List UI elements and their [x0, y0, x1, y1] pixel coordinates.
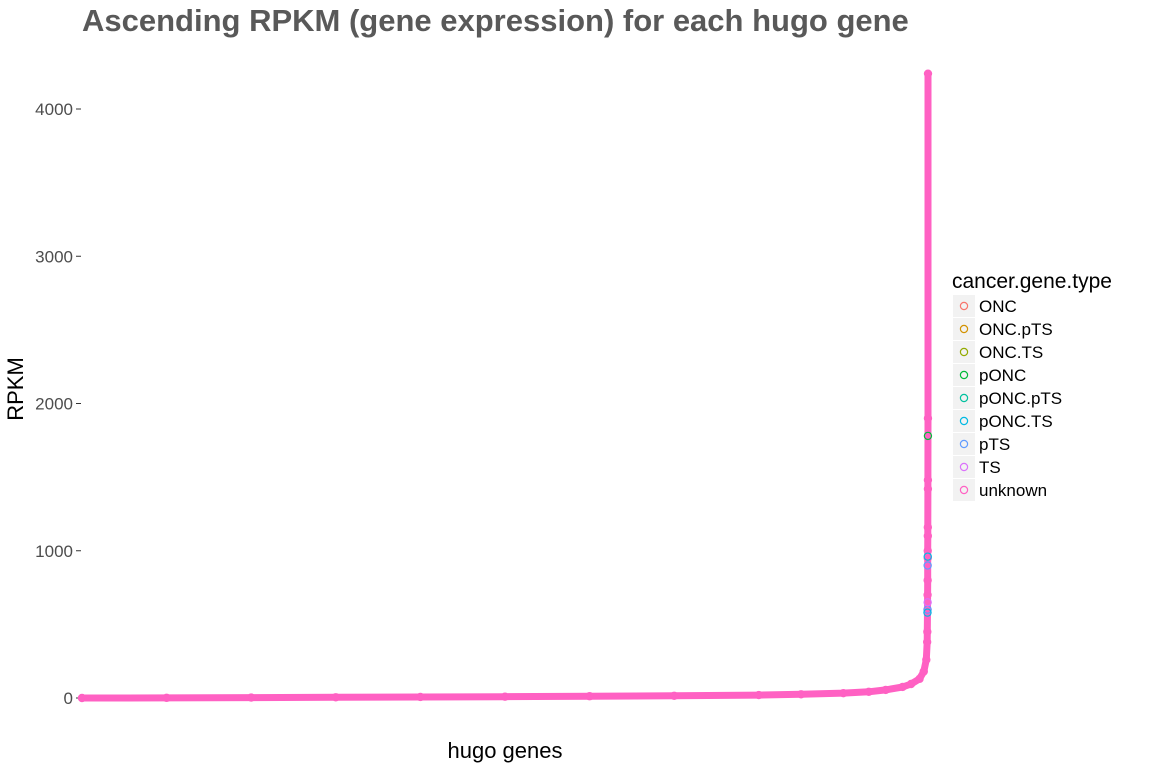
data-point-ponc-ts — [923, 608, 932, 617]
data-point-unknown — [839, 688, 848, 698]
data-points — [77, 69, 933, 703]
legend-label: ONC.TS — [979, 343, 1043, 362]
data-point-ponc-ts — [923, 552, 932, 561]
data-point-unknown — [922, 655, 931, 664]
data-point-unknown — [923, 522, 933, 532]
legend-key — [953, 456, 975, 478]
data-point-unknown — [906, 679, 916, 689]
data-point-unknown — [922, 637, 932, 647]
data-point-unknown — [416, 692, 425, 702]
legend-symbol-icon — [959, 370, 969, 380]
legend-item-ts: TS — [953, 456, 1001, 478]
data-point-unknown — [923, 69, 933, 78]
y-axis: 0 1000 2000 3000 4000 — [35, 100, 81, 708]
legend-label: ONC — [979, 297, 1017, 316]
legend-key — [953, 341, 975, 363]
legend-symbol-icon — [959, 439, 969, 449]
legend-item-unknown: unknown — [953, 479, 1047, 501]
legend-symbol-icon — [959, 416, 969, 426]
legend-key — [953, 387, 975, 409]
legend-item-ponc-pts: pONC.pTS — [953, 387, 1062, 409]
data-point-unknown — [246, 693, 256, 702]
legend-symbol-icon — [959, 347, 969, 357]
legend-symbol-icon — [959, 462, 969, 472]
data-point-unknown — [670, 691, 679, 700]
data-point-unknown — [500, 692, 510, 701]
data-point-unknown — [923, 414, 933, 423]
data-point-unknown — [923, 627, 932, 636]
series-line-unknown — [78, 70, 932, 702]
data-point-unknown — [923, 475, 933, 485]
legend-items: ONC ONC.pTS ONC.TS pONC pONC.pTS pONC.TS pTS TS… — [953, 295, 1062, 501]
data-point-unknown — [923, 531, 933, 541]
data-point-unknown — [898, 682, 907, 692]
legend-label: pTS — [979, 435, 1010, 454]
legend-key — [953, 479, 975, 501]
legend-key — [953, 318, 975, 340]
legend-label: pONC.pTS — [979, 389, 1062, 408]
data-point-ponc — [923, 431, 933, 441]
legend-item-ponc-ts: pONC.TS — [953, 410, 1053, 432]
y-tick-label: 1000 — [35, 542, 73, 561]
data-point-pts — [923, 561, 932, 570]
legend-item-onc-ts: ONC.TS — [953, 341, 1043, 363]
data-point-ts — [923, 598, 932, 607]
legend-label: pONC — [979, 366, 1026, 385]
data-point-unknown — [754, 690, 764, 700]
legend-item-pts: pTS — [953, 433, 1010, 455]
y-tick-label: 3000 — [35, 247, 73, 266]
y-tick-label: 2000 — [35, 395, 73, 414]
legend-label: pONC.TS — [979, 412, 1053, 431]
legend-symbol-icon — [959, 485, 969, 495]
legend-key — [953, 295, 975, 317]
data-point-unknown — [331, 693, 340, 702]
data-point-unknown — [77, 693, 87, 703]
y-axis-title: RPKM — [3, 357, 28, 421]
legend-label: unknown — [979, 481, 1047, 500]
legend-item-onc-pts: ONC.pTS — [953, 318, 1053, 340]
legend-item-onc: ONC — [953, 295, 1017, 317]
legend-symbol-icon — [959, 393, 969, 403]
legend-item-ponc: pONC — [953, 364, 1026, 386]
y-tick-label: 4000 — [35, 100, 73, 119]
data-point-unknown — [796, 690, 806, 699]
legend-key — [953, 410, 975, 432]
data-point-unknown — [915, 674, 924, 684]
legend-symbol-icon — [959, 324, 969, 334]
data-point-unknown — [162, 693, 171, 703]
plot-area: 0 1000 2000 3000 4000 — [35, 69, 933, 708]
data-point-unknown — [923, 576, 932, 585]
data-point-unknown — [585, 692, 594, 701]
data-point-unknown — [919, 667, 928, 676]
data-point-unknown — [923, 484, 933, 494]
legend-key — [953, 364, 975, 386]
legend-key — [953, 433, 975, 455]
data-point-unknown — [864, 687, 873, 697]
legend-symbol-icon — [959, 301, 969, 311]
chart-title: Ascending RPKM (gene expression) for eac… — [82, 3, 909, 38]
legend-title: cancer.gene.type — [952, 270, 1112, 293]
y-tick-label: 0 — [64, 689, 73, 708]
legend: cancer.gene.type ONC ONC.pTS ONC.TS pONC pON… — [952, 270, 1112, 501]
x-axis-title: hugo genes — [448, 738, 563, 763]
legend-label: TS — [979, 458, 1001, 477]
data-point-unknown — [881, 685, 890, 695]
data-point-unknown — [923, 546, 932, 555]
legend-label: ONC.pTS — [979, 320, 1053, 339]
